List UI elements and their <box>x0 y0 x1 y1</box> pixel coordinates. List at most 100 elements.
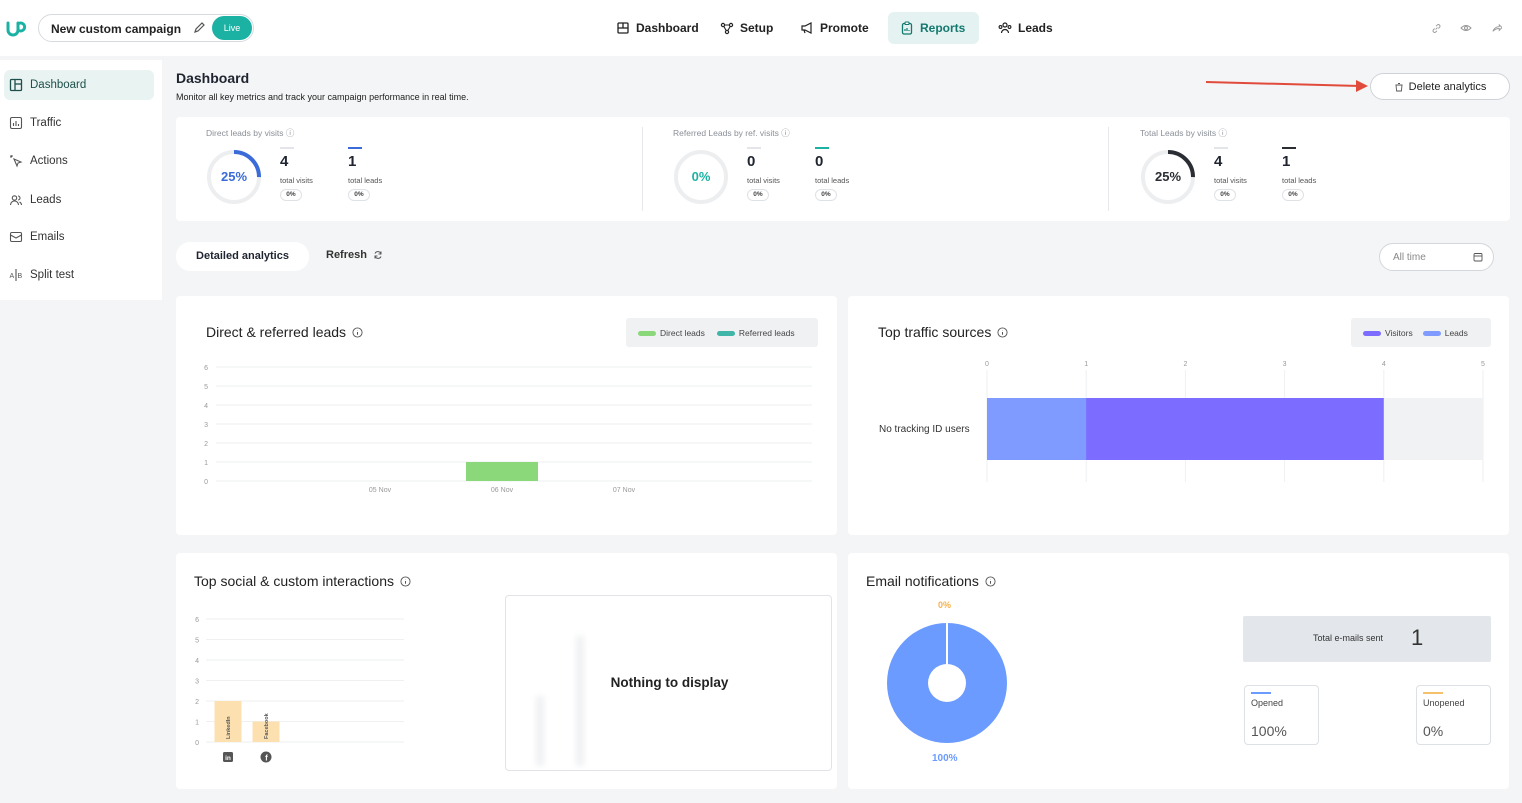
bar-chart-icon <box>9 116 23 130</box>
social-interactions-chart: 0 1 2 3 4 5 6 LinkedIn in Facebook f <box>195 617 404 763</box>
stat-caption: total leads <box>815 176 850 185</box>
sidebar-item-label: Actions <box>30 155 68 167</box>
nav-promote[interactable]: Promote <box>788 12 881 44</box>
progress-ring <box>1141 150 1195 204</box>
unopened-value: 0% <box>1423 723 1444 739</box>
linkedin-icon: in <box>223 752 233 762</box>
nav-reports-label: Reports <box>920 21 966 35</box>
stat-value: 1 <box>348 153 357 170</box>
app-logo[interactable] <box>6 17 28 39</box>
x-tick-label: 4 <box>1382 361 1386 368</box>
info-icon[interactable] <box>400 575 411 587</box>
linkedin-icon-glyph: in <box>225 755 231 762</box>
nav-dashboard[interactable]: Dashboard <box>604 12 711 44</box>
sidebar-item-label: Dashboard <box>30 79 87 91</box>
progress-ring <box>674 150 728 204</box>
metric-total-leads: Total Leads by visits ⓘ 25% 4 total visi… <box>1110 117 1522 221</box>
live-badge[interactable]: Live <box>212 16 252 40</box>
sidebar-item-actions[interactable]: Actions <box>4 146 154 176</box>
info-icon[interactable] <box>352 326 363 338</box>
refresh-button[interactable]: Refresh <box>326 249 383 261</box>
y-tick-label: 3 <box>204 422 208 429</box>
stat-bar <box>1282 147 1296 149</box>
page-title: Dashboard <box>176 70 250 86</box>
tab-detailed-analytics[interactable]: Detailed analytics <box>176 242 309 271</box>
stat-percent: 0% <box>747 189 769 201</box>
sidebar-item-emails[interactable]: Emails <box>4 222 154 252</box>
info-icon[interactable] <box>997 326 1008 338</box>
share-icon <box>1491 23 1502 32</box>
legend-visitors[interactable]: Visitors <box>1363 328 1413 338</box>
progress-ring <box>207 150 261 204</box>
x-tick-label: 5 <box>1481 361 1485 368</box>
traffic-sources-legend: Visitors Leads <box>1351 318 1491 347</box>
email-notifications-title: Email notifications <box>866 573 996 589</box>
sidebar-item-traffic[interactable]: Traffic <box>4 108 154 138</box>
stat-bar <box>280 147 294 149</box>
time-range-select[interactable]: All time <box>1379 243 1494 271</box>
total-emails-value: 1 <box>1411 625 1424 650</box>
info-icon: ⓘ <box>1218 128 1227 138</box>
cursor-click-icon <box>10 155 23 168</box>
preview-button[interactable] <box>1456 18 1476 38</box>
campaign-selector[interactable]: New custom campaign Live <box>38 14 254 42</box>
sidebar <box>0 60 162 300</box>
legend-direct[interactable]: Direct leads <box>638 328 705 338</box>
facebook-icon-shape <box>260 751 272 763</box>
y-tick-label: 2 <box>204 441 208 448</box>
stat-caption: total visits <box>747 176 780 185</box>
y-tick-label: 4 <box>204 403 208 410</box>
stat-caption: total leads <box>1282 176 1317 185</box>
facebook-icon: f <box>260 751 272 763</box>
stat-bar <box>348 147 362 149</box>
empty-state-box: Nothing to display <box>505 595 832 771</box>
stat-percent: 0% <box>348 189 370 201</box>
y-tick-label: 4 <box>195 658 199 665</box>
nav-reports[interactable]: Reports <box>888 12 979 44</box>
link-button[interactable] <box>1426 18 1446 38</box>
sidebar-item-label: Emails <box>30 231 65 243</box>
direct-referred-legend: Direct leads Referred leads <box>626 318 818 347</box>
social-interactions-title: Top social & custom interactions <box>194 573 411 589</box>
nav-dashboard-label: Dashboard <box>636 21 699 35</box>
y-tick-label: 1 <box>195 720 199 727</box>
placeholder-bar <box>576 636 584 766</box>
legend-leads[interactable]: Leads <box>1422 328 1468 338</box>
stat-percent: 0% <box>815 189 837 201</box>
x-tick-label: 2 <box>1183 361 1187 368</box>
placeholder-bar <box>536 696 544 766</box>
delete-analytics-button[interactable]: Delete analytics <box>1370 73 1510 100</box>
opened-bar <box>1251 692 1271 694</box>
edit-icon[interactable] <box>191 20 207 36</box>
divider <box>1108 127 1109 211</box>
total-emails-label: Total e-mails sent <box>1313 633 1384 643</box>
info-icon[interactable] <box>985 575 996 587</box>
share-button[interactable] <box>1486 18 1506 38</box>
y-category-label: No tracking ID users <box>879 424 970 435</box>
sidebar-item-label: Split test <box>30 269 75 281</box>
setup-icon <box>720 22 734 35</box>
facebook-icon-glyph: f <box>265 754 268 763</box>
y-tick-label: 6 <box>195 617 199 624</box>
mail-icon <box>9 231 23 243</box>
y-tick-label: 1 <box>204 460 208 467</box>
sidebar-item-dashboard[interactable]: Dashboard <box>4 70 154 100</box>
time-range-value: All time <box>1393 252 1426 263</box>
direct-referred-chart: 0 1 2 3 4 5 6 05 Nov 06 Nov 07 Nov <box>204 365 812 494</box>
direct-referred-title: Direct & referred leads <box>206 324 363 340</box>
users-icon <box>9 195 23 206</box>
nav-promote-label: Promote <box>820 21 869 35</box>
opened-card: Opened 100% <box>1244 685 1319 745</box>
refresh-icon <box>374 251 382 259</box>
ring-percent: 25% <box>1154 169 1182 184</box>
stat-percent: 0% <box>280 189 302 201</box>
users-icon <box>998 22 1012 34</box>
legend-referred[interactable]: Referred leads <box>716 328 795 338</box>
nav-setup[interactable]: Setup <box>708 12 785 44</box>
y-tick-label: 5 <box>195 638 199 645</box>
sidebar-item-leads[interactable]: Leads <box>4 185 154 215</box>
nav-leads[interactable]: Leads <box>986 12 1065 44</box>
ring-arc <box>1141 150 1195 204</box>
